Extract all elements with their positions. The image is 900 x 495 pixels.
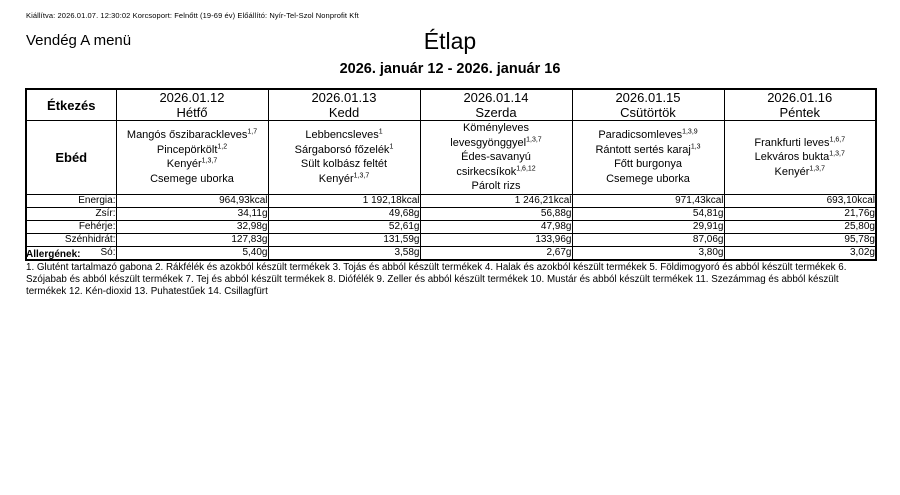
menu-item: Pincepörkölt1,2 [156,143,228,156]
allergen-superscript: 1,6,12 [516,164,536,172]
day-date: 2026.01.16 [767,90,833,105]
day-name: Kedd [328,105,360,120]
nutrient-value: 693,10kcal [723,193,877,208]
table-header-row: Étkezés 2026.01.12 Hétfő 2026.01.13 Kedd 2026… [25,88,877,121]
menu-item: Lekváros bukta1,3,7 [754,150,845,163]
nutrient-value: 54,81g [571,206,725,221]
allergen-legend-text: 1. Glutént tartalmazó gabona 2. Rákfélék… [26,262,847,297]
day-items-cell: Lebbencsleves1 Sárgaborsó főzelék1 Sült ko… [267,120,421,195]
nutrient-value: 56,88g [419,206,573,221]
nutrient-row: Szénhidrát: 127,83g 131,59g 133,96g 87,06g 95… [25,232,877,247]
nutrient-row: Energia: 964,93kcal 1 192,18kcal 1 246,21kc… [25,193,877,208]
menu-item: Kenyér1,3,7 [318,172,370,185]
menu-item: Mangós őszibarackleves1,7 [126,128,258,142]
nutrient-value: 131,59g [267,232,421,247]
nutrient-label: Fehérje: [25,219,117,234]
menu-item: Kenyér1,3,7 [774,164,825,178]
allergen-superscript: 1 [378,128,383,136]
nutrient-value: 21,76g [723,206,877,221]
day-header-cell: 2026.01.13 Kedd [267,88,421,121]
nutrient-value: 964,93kcal [115,193,269,208]
menu-item: Csemege uborka [606,172,690,185]
nutrient-value: 2,67g [419,245,573,260]
nutrient-value: 52,61g [267,219,421,234]
nutrient-value: 34,11g [115,206,269,221]
day-date: 2026.01.15 [615,90,681,105]
menu-item: Frankfurti leves1,6,7 [754,135,846,149]
allergen-superscript: 1,3,9 [682,128,698,136]
nutrient-row: Fehérje: 32,98g 52,61g 47,98g 29,91g 25,80g [25,219,877,234]
document-meta-line: Kiállítva: 2026.01.07. 12:30:02 Korcsopo… [26,11,359,20]
weekly-menu-table: Étkezés 2026.01.12 Hétfő 2026.01.13 Kedd 2026… [25,88,877,261]
menu-item: Kenyér1,3,7 [166,157,218,171]
day-header-cell: 2026.01.14 Szerda [419,88,573,121]
day-items-cell: Mangós őszibarackleves1,7 Pincepörkölt1,2… [115,120,269,195]
nutrient-row: Zsír: 34,11g 49,68g 56,88g 54,81g 21,76g [25,206,877,221]
nutrient-value: 87,06g [571,232,725,247]
nutrient-label: Zsír: [25,206,117,221]
nutrient-value: 133,96g [419,232,573,247]
allergen-superscript: 1,2 [217,143,228,151]
menu-item: Sárgaborsó főzelék1 [294,143,394,156]
menu-item: Párolt rizs [471,180,521,192]
allergen-superscript: 1,6,7 [829,135,846,143]
meal-row: Ebéd Mangós őszibarackleves1,7 Pincepörköl… [25,120,877,195]
allergen-superscript: 1,3,7 [353,172,370,180]
meal-row-label: Ebéd [25,120,117,195]
day-header-cell: 2026.01.15 Csütörtök [571,88,725,121]
day-header-cell: 2026.01.16 Péntek [723,88,877,121]
nutrient-value: 5,40g [115,245,269,260]
day-name: Csütörtök [620,105,676,120]
nutrient-value: 1 246,21kcal [419,193,573,208]
nutrient-label: Szénhidrát: [25,232,117,247]
allergen-heading: Allergének: [26,249,81,260]
allergen-superscript: 1,3,7 [809,164,825,172]
nutrient-value: 49,68g [267,206,421,221]
nutrient-value: 971,43kcal [571,193,725,208]
menu-item: Paradicsomleves1,3,9 [598,128,698,142]
nutrient-value: 127,83g [115,232,269,247]
nutrient-value: 3,80g [571,245,725,260]
nutrient-value: 3,58g [267,245,421,260]
allergen-superscript: 1,3,7 [201,157,218,165]
menu-name: Vendég A menü [26,32,132,49]
allergen-superscript: 1,3,7 [829,150,845,158]
nutrient-value: 32,98g [115,219,269,234]
menu-item: Lebbencsleves1 [305,128,383,142]
day-date: 2026.01.12 [159,90,225,105]
page-title: Étlap [423,28,477,54]
day-name: Hétfő [176,105,208,120]
day-items-cell: Köményleves levesgyönggyel1,3,7 Édes-sava… [419,120,573,195]
menu-item: Csemege uborka [150,172,234,185]
nutrient-value: 3,02g [723,245,877,260]
day-header-cell: 2026.01.12 Hétfő [115,88,269,121]
nutrient-value: 29,91g [571,219,725,234]
day-name: Péntek [779,105,820,120]
nutrient-label: Energia: [25,193,117,208]
nutrient-value: 25,80g [723,219,877,234]
nutrient-value: 1 192,18kcal [267,193,421,208]
day-items-cell: Frankfurti leves1,6,7 Lekváros bukta1,3,7… [723,120,877,195]
meal-column-header: Étkezés [25,88,117,121]
allergen-superscript: 1,3,7 [526,135,542,143]
menu-item: Főtt burgonya [614,158,682,171]
nutrient-row: Só: 5,40g 3,58g 2,67g 3,80g 3,02g [25,245,877,260]
menu-item: Sült kolbász feltét [300,158,388,171]
day-name: Szerda [475,105,517,120]
menu-item: Köményleves levesgyönggyel1,3,7 [450,122,542,149]
date-range: 2026. január 12 - 2026. január 16 [339,61,561,77]
nutrient-value: 95,78g [723,232,877,247]
day-date: 2026.01.13 [311,90,377,105]
allergen-superscript: 1,3 [690,143,701,151]
allergen-superscript: 1,7 [247,128,258,136]
allergen-superscript: 1 [389,143,394,151]
day-items-cell: Paradicsomleves1,3,9 Rántott sertés karaj… [571,120,725,195]
menu-item: Rántott sertés karaj1,3 [595,143,701,156]
menu-item: Édes-savanyú csirkecsíkok1,6,12 [456,151,536,178]
nutrient-value: 47,98g [419,219,573,234]
day-date: 2026.01.14 [463,90,529,105]
